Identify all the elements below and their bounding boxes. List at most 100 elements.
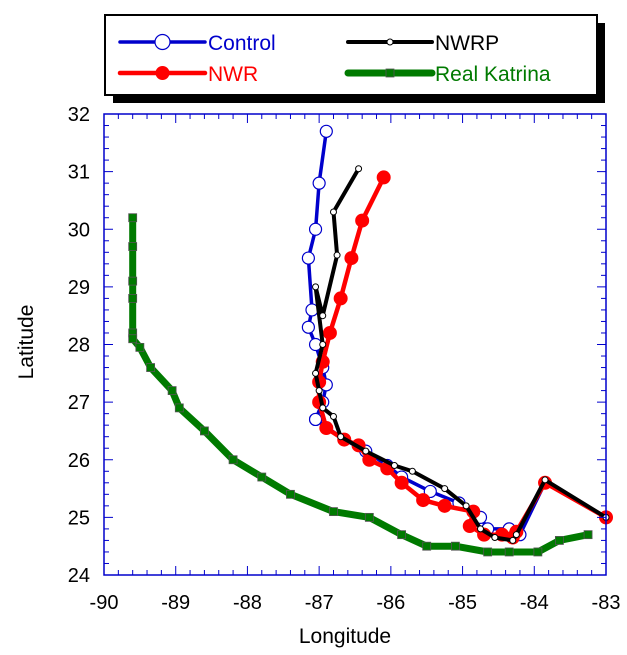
data-point — [128, 213, 138, 223]
legend-marker — [386, 38, 394, 46]
data-point — [301, 320, 315, 334]
y-tick-label: 26 — [68, 450, 90, 472]
data-point — [541, 476, 549, 484]
x-tick-label: -87 — [305, 592, 334, 614]
legend-label: Real Katrina — [435, 63, 551, 86]
legend-marker — [385, 68, 395, 78]
data-point — [437, 498, 452, 513]
x-tick-label: -83 — [592, 592, 621, 614]
series-real-katrina — [128, 213, 593, 557]
y-tick-label: 32 — [68, 104, 90, 126]
data-point — [512, 531, 520, 539]
data-point — [312, 176, 326, 190]
data-point — [315, 387, 323, 395]
legend-label: NWR — [208, 63, 258, 86]
legend-item: NWR — [117, 63, 258, 86]
data-point — [390, 462, 398, 470]
legend-item: Control — [118, 32, 276, 55]
legend-item: Real Katrina — [344, 63, 551, 86]
y-tick-label: 28 — [68, 335, 90, 357]
data-point — [329, 208, 337, 216]
series-nwr — [312, 170, 613, 545]
data-point — [376, 170, 391, 185]
data-point — [333, 291, 348, 306]
data-point — [319, 312, 327, 320]
data-point — [319, 421, 334, 436]
data-point — [504, 547, 514, 557]
data-point — [174, 403, 184, 413]
legend-marker — [155, 66, 170, 80]
data-point — [319, 124, 333, 138]
data-point — [337, 433, 345, 441]
data-point — [286, 489, 295, 499]
data-point — [333, 251, 341, 259]
data-point — [491, 534, 499, 542]
x-tick-label: -88 — [233, 592, 262, 614]
data-point — [477, 525, 484, 533]
data-point — [423, 484, 437, 499]
data-point — [355, 165, 363, 173]
legend-marker — [154, 33, 171, 51]
series-line — [306, 129, 608, 537]
data-point — [319, 404, 327, 412]
data-point — [128, 276, 138, 286]
legend-label: Control — [208, 32, 276, 55]
data-point — [397, 530, 407, 540]
data-point — [408, 467, 416, 475]
data-point — [462, 502, 470, 510]
x-tick-label: -89 — [161, 592, 190, 614]
data-point — [554, 536, 564, 545]
legend-item: NWRP — [346, 32, 499, 55]
data-point — [146, 363, 156, 372]
data-point — [308, 412, 323, 427]
data-point — [483, 547, 493, 557]
series-line — [316, 175, 609, 540]
y-tick-label: 25 — [68, 507, 90, 529]
y-tick-label: 27 — [68, 392, 90, 414]
x-tick-label: -86 — [376, 592, 405, 614]
legend-label: NWRP — [435, 32, 499, 55]
y-tick-label: 29 — [68, 277, 90, 299]
data-point — [362, 447, 370, 455]
data-point — [329, 413, 337, 421]
data-point — [319, 341, 327, 348]
data-point — [441, 485, 449, 493]
data-point — [422, 541, 432, 551]
series-line — [129, 214, 592, 556]
data-point — [583, 530, 593, 540]
data-point — [312, 369, 320, 377]
series-nwrp — [312, 165, 610, 544]
data-point — [301, 251, 315, 265]
data-point — [416, 493, 431, 508]
data-point — [135, 342, 145, 352]
y-tick-label: 30 — [68, 219, 90, 241]
data-point — [329, 507, 338, 517]
data-point — [128, 334, 138, 344]
legend: Control NWRP NWR Real Katrina — [104, 14, 605, 103]
legend-box — [104, 14, 598, 96]
data-point — [128, 242, 138, 251]
x-tick-label: -85 — [448, 592, 477, 614]
data-point — [128, 293, 138, 303]
data-point — [533, 547, 543, 557]
data-point — [355, 213, 370, 228]
y-axis-title: Latitude — [15, 305, 38, 380]
x-tick-label: -90 — [90, 592, 119, 614]
x-axis-title: Longitude — [299, 625, 391, 648]
data-point — [312, 283, 320, 291]
data-point — [167, 386, 177, 396]
y-tick-label: 31 — [68, 162, 90, 184]
data-point — [450, 541, 460, 551]
series-line — [313, 166, 608, 543]
data-point — [344, 251, 359, 266]
x-tick-label: -84 — [520, 592, 549, 614]
plot-area: -90 -89 -88 -87 -86 -85 -84 -83 24 25 26 27 28 29 30 3… — [68, 104, 621, 614]
data-point — [308, 222, 323, 236]
data-point — [364, 512, 374, 522]
data-point — [257, 472, 267, 482]
data-point — [509, 536, 517, 544]
data-point — [322, 325, 337, 340]
data-point — [228, 455, 238, 465]
y-tick-label: 24 — [68, 565, 90, 587]
